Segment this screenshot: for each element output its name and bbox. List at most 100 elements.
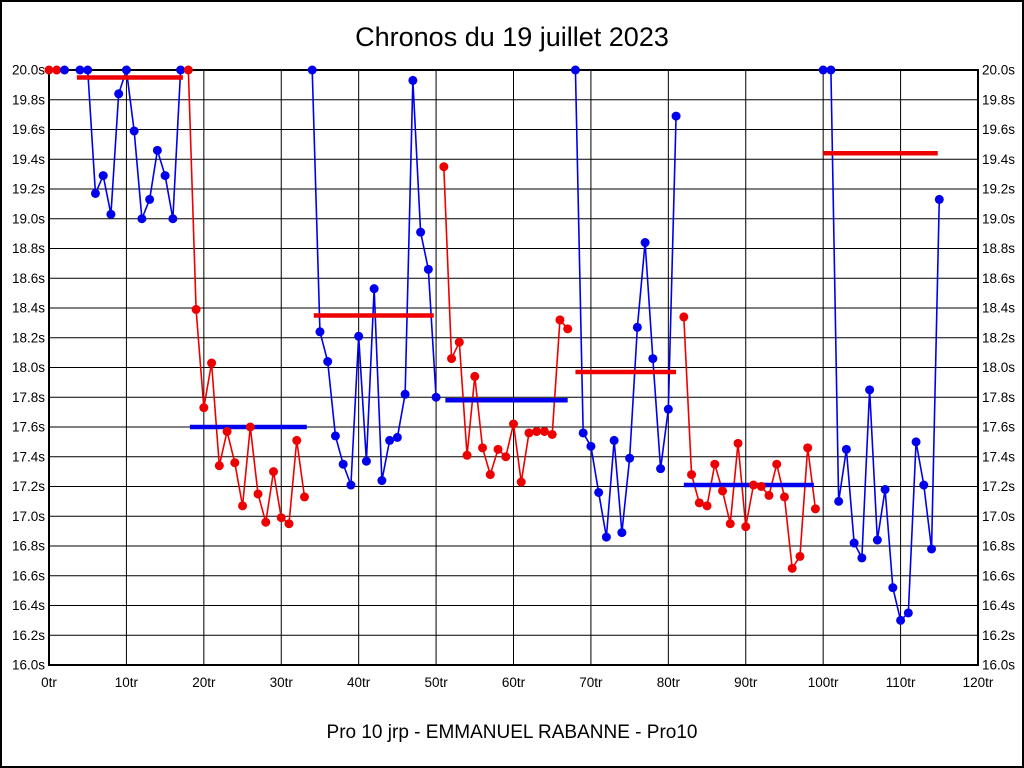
lap-data-point-red [478,443,488,453]
lap-time-polyline-red [683,316,817,571]
y-axis-tick-label-left: 18.0s [12,360,45,375]
plot-border [48,69,979,666]
lap-data-point-blue [400,389,410,399]
lap-data-point-blue [137,214,147,224]
lap-data-point-blue [857,553,867,563]
lap-data-point-blue [826,65,836,75]
x-axis-tick-label: 70tr [579,675,603,690]
lap-data-point-blue [934,194,944,204]
y-axis-tick-label-right: 16.4s [982,598,1015,613]
y-axis-tick-label-right: 19.0s [982,211,1015,226]
lap-data-point-blue [903,608,913,618]
lap-data-point-red [733,438,743,448]
y-axis-tick-label-right: 18.4s [982,301,1015,316]
y-axis-tick-label-left: 18.6s [12,271,45,286]
lap-data-point-red [501,452,511,462]
x-axis-tick-label: 90tr [734,675,758,690]
y-axis-tick-label-right: 20.0s [982,63,1015,78]
y-axis-tick-label-right: 17.8s [982,390,1015,405]
lap-data-point-blue [625,453,635,463]
lap-data-point-blue [841,444,851,454]
lap-data-point-blue [896,615,906,625]
lap-data-point-red [485,470,495,480]
lap-data-point-blue [145,194,155,204]
lap-data-point-blue [168,214,178,224]
lap-data-point-blue [59,65,69,75]
y-axis-tick-label-left: 17.6s [12,420,45,435]
lap-data-point-blue [90,188,100,198]
y-axis-tick-label-right: 19.2s [982,182,1015,197]
lap-data-point-red [756,482,766,491]
lap-data-point-red [718,486,728,496]
lap-data-point-blue [818,65,828,75]
lap-data-point-blue [423,264,433,274]
y-axis-tick-label-right: 18.6s [982,271,1015,286]
lap-data-point-red [787,563,797,573]
lap-data-point-red [810,504,820,514]
chart-title: Chronos du 19 juillet 2023 [355,22,669,52]
lap-time-polyline-blue [574,69,677,538]
lap-data-point-red [803,443,813,453]
lap-data-point-red [764,490,774,500]
y-axis-tick-label-right: 17.2s [982,479,1015,494]
y-axis-tick-label-left: 19.6s [12,122,45,137]
y-axis-tick-label-right: 16.6s [982,568,1015,583]
lap-data-point-red [516,477,526,487]
y-axis-tick-label-right: 16.0s [982,658,1015,673]
lap-data-point-blue [315,327,325,337]
y-axis-tick-label-left: 16.8s [12,539,45,554]
lap-data-point-blue [586,441,596,451]
lap-data-point-blue [663,404,673,414]
lap-data-point-red [547,429,557,439]
lap-time-polyline-blue [823,69,941,622]
lap-data-point-blue [75,65,85,75]
lap-data-point-red [454,337,464,347]
lap-data-point-red [238,501,248,511]
lap-data-point-blue [385,435,395,445]
lap-data-point-red [694,498,704,508]
lap-data-point-red [702,501,712,511]
lap-data-point-blue [849,538,859,548]
y-axis-tick-label-left: 17.8s [12,390,45,405]
x-axis-tick-label: 10tr [115,675,139,690]
lap-data-point-red [269,467,279,477]
lap-data-point-red [52,65,62,75]
y-axis-tick-label-right: 19.6s [982,122,1015,137]
lap-data-point-red [555,315,565,325]
lap-data-point-blue [106,209,116,219]
lap-data-point-blue [323,357,333,367]
lap-data-point-blue [570,65,580,75]
y-axis-tick-label-left: 17.2s [12,479,45,494]
y-axis-tick-label-right: 17.6s [982,420,1015,435]
lap-data-point-red [539,426,549,436]
y-axis-tick-label-left: 18.2s [12,330,45,345]
y-axis-tick-label-right: 19.8s [982,92,1015,107]
lap-data-point-red [493,444,503,454]
y-axis-tick-label-right: 16.2s [982,628,1015,643]
lap-data-point-red [687,470,697,480]
lap-data-point-blue [834,496,844,506]
lap-data-point-blue [927,544,937,554]
y-axis-tick-label-left: 18.4s [12,301,45,316]
lap-data-point-blue [338,459,348,469]
lap-data-point-blue [601,532,611,542]
lap-data-point-blue [176,65,186,75]
lap-data-point-red [509,419,518,429]
x-axis-tick-label: 30tr [270,675,294,690]
lap-data-point-red [563,324,573,334]
lap-data-point-blue [594,487,604,497]
lap-data-point-red [462,450,472,460]
lap-data-point-blue [919,480,929,490]
y-axis-tick-label-left: 16.4s [12,598,45,613]
lap-data-point-red [772,459,782,469]
x-axis-tick-label: 60tr [502,675,526,690]
lap-data-point-red [779,492,789,502]
lap-data-point-red [183,65,193,75]
lap-data-point-red [276,513,286,523]
lap-data-point-red [253,489,263,499]
lap-data-point-red [524,428,534,438]
lap-time-polyline-red [187,69,306,526]
lap-data-point-blue [121,65,131,75]
lap-data-point-blue [880,484,890,494]
lap-data-point-red [470,371,480,381]
